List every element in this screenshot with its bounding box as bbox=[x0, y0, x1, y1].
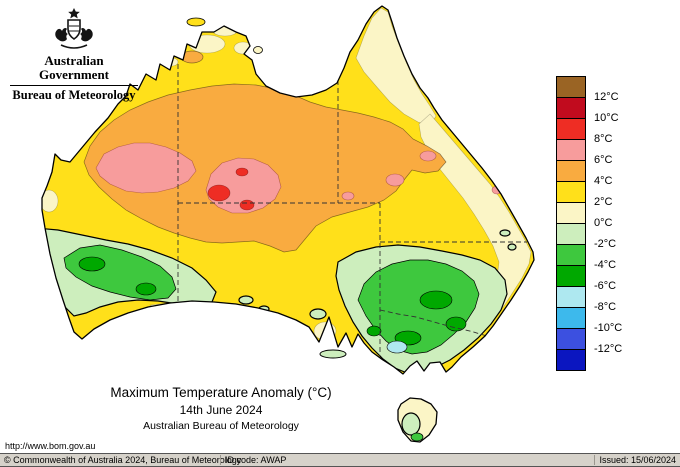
legend-swatch-6-8 bbox=[556, 139, 586, 161]
region-dark-green-se-4 bbox=[366, 325, 382, 337]
legend-label-neg12: -12°C bbox=[594, 343, 623, 355]
bureau-title: Bureau of Meteorology bbox=[12, 88, 136, 102]
region-pale-green-eyre bbox=[309, 308, 327, 320]
island-tiwi bbox=[186, 17, 206, 27]
legend-label-10: 10°C bbox=[594, 112, 619, 124]
legend-label-neg8: -8°C bbox=[594, 301, 617, 313]
map-title-block: Maximum Temperature Anomaly (°C) 14th Ju… bbox=[56, 384, 386, 434]
issued-text: Issued: 15/06/2024 bbox=[594, 455, 680, 465]
state-borders bbox=[177, 64, 527, 356]
legend-swatch-8-10 bbox=[556, 118, 586, 140]
region-pale-blue-victoria bbox=[386, 340, 408, 354]
crest-emu-icon bbox=[80, 27, 93, 42]
region-pale-green-dot-4 bbox=[507, 243, 517, 251]
header-divider bbox=[10, 85, 138, 86]
regions-red bbox=[207, 167, 255, 211]
temperature-legend: 12°C 10°C 8°C 6°C 4°C 2°C 0°C -2°C -4°C … bbox=[556, 76, 652, 371]
legend-swatch-neg8-neg6 bbox=[556, 286, 586, 308]
coastlines bbox=[41, 5, 535, 443]
region-red-2 bbox=[239, 199, 255, 211]
region-pink-qld-3 bbox=[341, 191, 355, 201]
map-title: Maximum Temperature Anomaly (°C) bbox=[110, 385, 332, 400]
status-bar: © Commonwealth of Australia 2024, Bureau… bbox=[0, 453, 680, 467]
region-red-3 bbox=[235, 167, 249, 177]
crest-kangaroo-icon bbox=[55, 27, 68, 42]
legend-label-4: 4°C bbox=[594, 175, 613, 187]
legend-swatch-neg10-neg8 bbox=[556, 307, 586, 329]
region-dark-green-se-2 bbox=[445, 316, 467, 332]
legend-swatches bbox=[556, 76, 652, 371]
region-cream-shark-bay bbox=[42, 189, 59, 213]
region-cream-cape-york bbox=[355, 7, 437, 127]
region-dark-green-wa-1 bbox=[78, 256, 106, 272]
agency-header: Australian Government Bureau of Meteorol… bbox=[8, 6, 140, 102]
legend-label-6: 6°C bbox=[594, 154, 613, 166]
legend-swatch-10-12 bbox=[556, 97, 586, 119]
id-code-text: ID code: AWAP bbox=[220, 455, 594, 465]
region-pink-qld-2 bbox=[419, 150, 437, 162]
legend-swatch-neg6-neg4 bbox=[556, 265, 586, 287]
region-dark-green-se-1 bbox=[419, 290, 453, 310]
border-nsw-vic bbox=[379, 309, 488, 337]
region-green-tasmania bbox=[410, 432, 424, 442]
legend-label-8: 8°C bbox=[594, 133, 613, 145]
legend-label-neg4: -4°C bbox=[594, 259, 617, 271]
legend-label-neg2: -2°C bbox=[594, 238, 617, 250]
map-date: 14th June 2024 bbox=[179, 403, 263, 417]
region-pink-qld-1 bbox=[385, 173, 405, 187]
crest-scroll-icon bbox=[60, 44, 88, 49]
bom-url: http://www.bom.gov.au bbox=[5, 441, 96, 451]
legend-swatch-2-4 bbox=[556, 181, 586, 203]
legend-swatch-below-neg12 bbox=[556, 349, 586, 371]
coat-of-arms bbox=[55, 8, 93, 49]
legend-swatch-4-6 bbox=[556, 160, 586, 182]
legend-label-0: 0°C bbox=[594, 217, 613, 229]
island-kangaroo bbox=[319, 349, 347, 359]
legend-label-12: 12°C bbox=[594, 91, 619, 103]
region-pale-green-dot-1 bbox=[238, 295, 254, 305]
region-cream-top-end-1 bbox=[188, 34, 226, 54]
legend-swatch-neg12-neg10 bbox=[556, 328, 586, 350]
map-source: Australian Bureau of Meteorology bbox=[143, 420, 299, 432]
copyright-text: © Commonwealth of Australia 2024, Bureau… bbox=[4, 455, 242, 465]
island-groote bbox=[253, 46, 263, 54]
legend-label-neg10: -10°C bbox=[594, 322, 623, 334]
region-red-1 bbox=[207, 184, 231, 202]
regions-pale-blue bbox=[386, 340, 408, 354]
legend-label-2: 2°C bbox=[594, 196, 613, 208]
legend-swatch-neg4-neg2 bbox=[556, 244, 586, 266]
region-dark-green-wa-2 bbox=[135, 282, 157, 296]
region-pink-west bbox=[95, 142, 197, 194]
region-pale-green-dot-3 bbox=[499, 229, 511, 237]
crest-star-icon bbox=[68, 8, 80, 19]
legend-label-neg6: -6°C bbox=[594, 280, 617, 292]
crest-shield-bands bbox=[69, 25, 79, 32]
regions-pink bbox=[95, 99, 503, 214]
coast-mainland bbox=[41, 5, 535, 375]
regions-dark-green bbox=[78, 256, 467, 346]
government-title: Australian Government bbox=[38, 53, 110, 82]
legend-swatch-above-12 bbox=[556, 76, 586, 98]
coast-tasmania bbox=[397, 397, 438, 443]
legend-swatch-0-2 bbox=[556, 202, 586, 224]
region-pale-green-tasmania bbox=[401, 412, 421, 436]
legend-swatch-neg2-0 bbox=[556, 223, 586, 245]
crest-shield-icon bbox=[67, 19, 81, 40]
